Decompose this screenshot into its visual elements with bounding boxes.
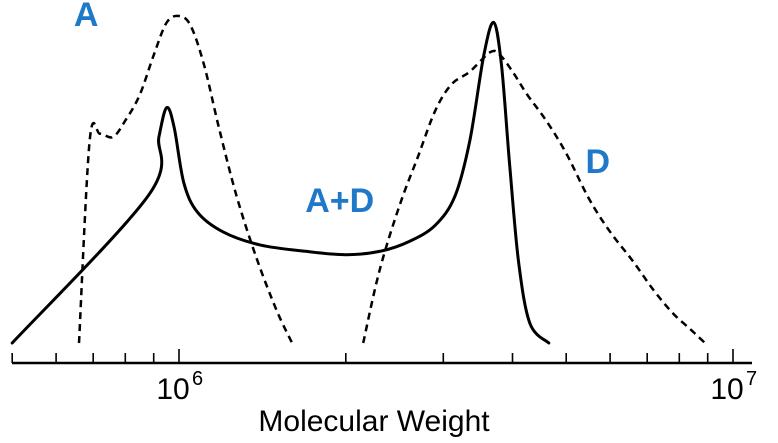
series-line-a-d	[10, 21, 551, 345]
x-axis-label: Molecular Weight	[258, 405, 490, 438]
series-label-d: D	[586, 143, 611, 181]
x-tick-label-10-7: 10 7	[710, 368, 757, 406]
tick-label-layer: 10 6 10 7	[156, 368, 757, 406]
x-tick-label-exponent: 7	[746, 368, 757, 390]
series-line-a	[77, 14, 294, 344]
x-tick-label-base: 10	[156, 373, 189, 406]
x-tick-label-base: 10	[710, 373, 743, 406]
annotation-layer: A A+D D	[74, 0, 610, 220]
series-label-a-d: A+D	[305, 182, 374, 220]
tick-layer	[11, 349, 734, 363]
series-line-d	[361, 49, 706, 344]
x-tick-label-exponent: 6	[192, 368, 203, 390]
series-layer	[10, 14, 706, 345]
series-label-a: A	[74, 0, 99, 34]
x-tick-label-10-6: 10 6	[156, 368, 203, 406]
